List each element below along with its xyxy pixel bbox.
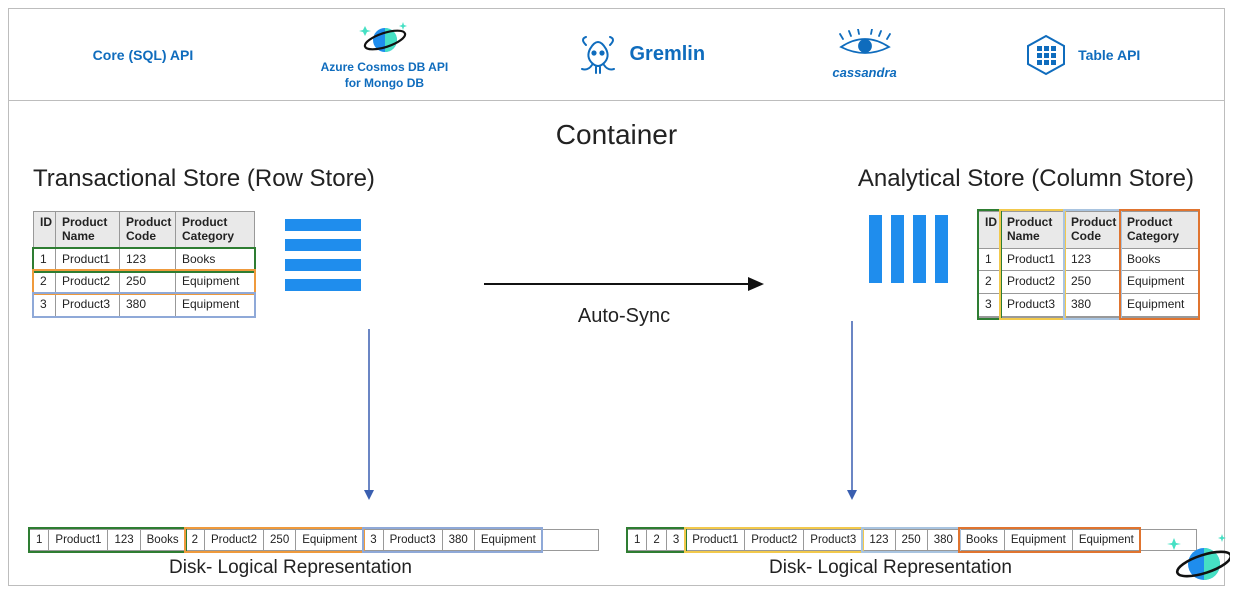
api-gremlin: Gremlin: [576, 35, 706, 75]
api-row: Core (SQL) API Azure Cosmos DB API for M…: [9, 9, 1224, 101]
api-cassandra: cassandra: [832, 29, 896, 80]
col-store-table: ID Product Name Product Code Product Cat…: [978, 211, 1200, 318]
row-bars-icon: [285, 219, 361, 291]
disk-representations: 1 Product1 123 Books 2 Product2 250 Equi…: [29, 529, 1206, 551]
table-row: 2 Product2 250 Equipment: [979, 271, 1199, 294]
table-row: 1 Product1 123 Books: [34, 249, 254, 272]
hdr-id: ID: [979, 212, 1001, 249]
table-row: 3 Product3 380 Equipment: [34, 294, 254, 317]
hdr-name: Product Name: [1001, 212, 1065, 249]
cosmos-planet-corner-icon: [1164, 532, 1230, 591]
hdr-id: ID: [34, 212, 56, 249]
hdr-cat: Product Category: [1121, 212, 1199, 249]
disk-col-store-cells: 1 2 3 Product1 Product2 Product3 123 250…: [627, 529, 1197, 551]
disk-row-store: 1 Product1 123 Books 2 Product2 250 Equi…: [29, 529, 599, 551]
autosync-label: Auto-Sync: [484, 305, 764, 328]
cassandra-eye-icon: [835, 29, 895, 63]
api-mongo-line2: for Mongo DB: [345, 76, 424, 90]
analytical-title: Analytical Store (Column Store): [632, 165, 1201, 193]
api-cassandra-label: cassandra: [832, 65, 896, 80]
row-store-table: ID Product Name Product Code Product Cat…: [33, 211, 255, 318]
api-table-label: Table API: [1078, 47, 1140, 63]
disk-row-store-cells: 1 Product1 123 Books 2 Product2 250 Equi…: [29, 529, 599, 551]
cosmos-planet-icon: [359, 20, 409, 58]
diagram-frame: Core (SQL) API Azure Cosmos DB API for M…: [8, 8, 1225, 586]
hdr-code: Product Code: [1065, 212, 1121, 249]
arrow-right-icon: [484, 274, 764, 294]
table-hex-icon: [1024, 34, 1068, 76]
container-title: Container: [9, 119, 1224, 151]
api-gremlin-label: Gremlin: [630, 43, 706, 66]
disk-label-right: Disk- Logical Representation: [769, 557, 1012, 579]
autosync-block: Auto-Sync: [484, 274, 764, 328]
api-mongo-line1: Azure Cosmos DB API: [321, 60, 449, 74]
api-table: Table API: [1024, 34, 1140, 76]
hdr-name: Product Name: [56, 212, 120, 249]
hdr-cat: Product Category: [176, 212, 254, 249]
disk-col-store: 1 2 3 Product1 Product2 Product3 123 250…: [627, 529, 1197, 551]
hdr-code: Product Code: [120, 212, 176, 249]
api-core-sql: Core (SQL) API: [93, 47, 194, 63]
api-core-sql-label: Core (SQL) API: [93, 47, 194, 63]
gremlin-icon: [576, 35, 620, 75]
col-bars-icon: [869, 215, 948, 283]
table-row: 1 Product1 123 Books: [979, 249, 1199, 272]
transactional-title: Transactional Store (Row Store): [33, 165, 602, 193]
disk-label-left: Disk- Logical Representation: [169, 557, 412, 579]
api-mongo: Azure Cosmos DB API for Mongo DB: [321, 20, 449, 90]
table-row: 2 Product2 250 Equipment: [34, 271, 254, 294]
table-row: 3 Product3 380 Equipment: [979, 294, 1199, 317]
